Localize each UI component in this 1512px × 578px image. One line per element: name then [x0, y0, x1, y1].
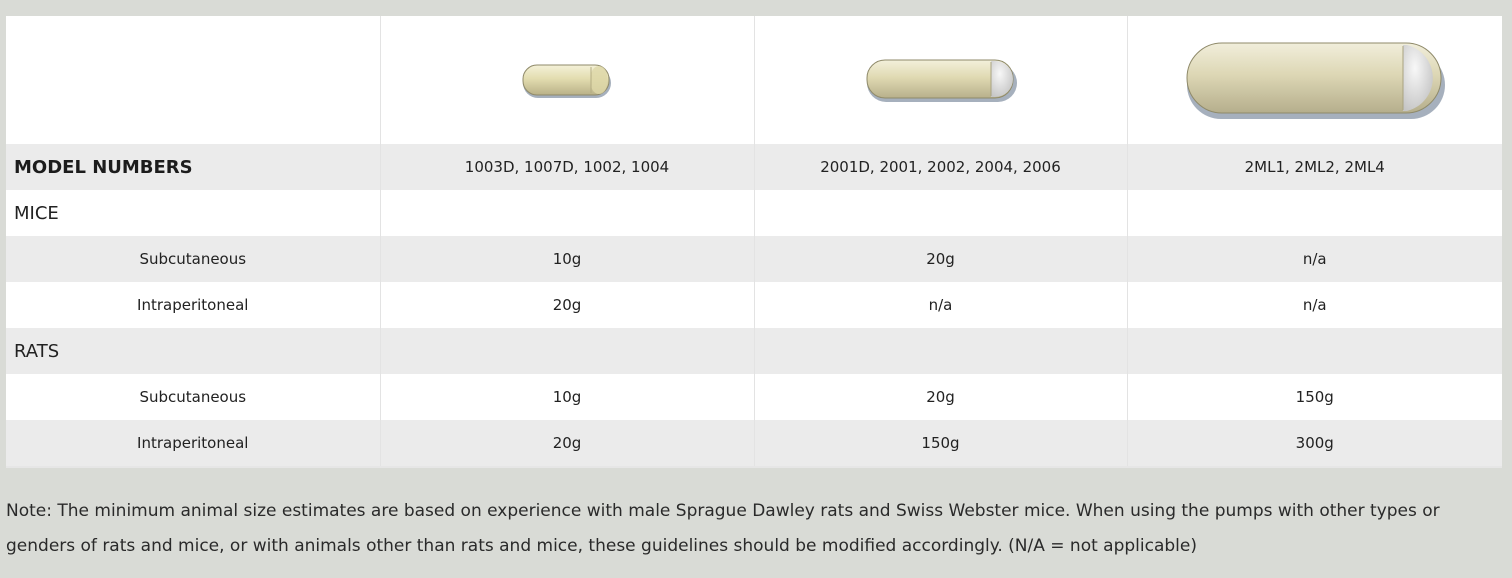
empty-cell	[753, 190, 1127, 236]
route-label: Subcutaneous	[6, 374, 380, 420]
pump-size-table: MODEL NUMBERS 1003D, 1007D, 1002, 1004 2…	[6, 16, 1502, 468]
model-numbers-row: MODEL NUMBERS 1003D, 1007D, 1002, 1004 2…	[6, 144, 1502, 190]
model-numbers-medium: 2001D, 2001, 2002, 2004, 2006	[753, 144, 1127, 190]
empty-cell	[753, 328, 1127, 374]
size-value: n/a	[753, 282, 1127, 328]
group-row-rats: RATS	[6, 328, 1502, 374]
model-numbers-label: MODEL NUMBERS	[6, 144, 380, 190]
size-value: n/a	[1126, 282, 1502, 328]
size-value: n/a	[1126, 236, 1502, 282]
route-label: Subcutaneous	[6, 236, 380, 282]
size-value: 150g	[1126, 374, 1502, 420]
route-label: Intraperitoneal	[6, 282, 380, 328]
pump-size-table-wrapper: MODEL NUMBERS 1003D, 1007D, 1002, 1004 2…	[6, 16, 1502, 468]
pump-image-row	[6, 16, 1502, 144]
model-numbers-large: 2ML1, 2ML2, 2ML4	[1126, 144, 1502, 190]
table-row: Subcutaneous 10g 20g 150g	[6, 374, 1502, 420]
table-row: Intraperitoneal 20g n/a n/a	[6, 282, 1502, 328]
size-value: 150g	[753, 420, 1127, 468]
pump-medium-image	[866, 59, 1017, 102]
model-numbers-small: 1003D, 1007D, 1002, 1004	[379, 144, 754, 190]
group-label-mice: MICE	[6, 190, 380, 236]
table-row: Subcutaneous 10g 20g n/a	[6, 236, 1502, 282]
footnote: Note: The minimum animal size estimates …	[6, 501, 1440, 556]
size-value: 20g	[753, 374, 1127, 420]
pump-small-image	[522, 64, 611, 98]
empty-cell	[379, 328, 754, 374]
route-label: Intraperitoneal	[6, 420, 380, 468]
size-value: 10g	[379, 236, 754, 282]
empty-cell	[379, 190, 754, 236]
size-value: 300g	[1126, 420, 1502, 468]
size-value: 10g	[379, 374, 754, 420]
group-label-rats: RATS	[6, 328, 380, 374]
size-value: 20g	[379, 282, 754, 328]
size-value: 20g	[753, 236, 1127, 282]
pump-large-cell	[1126, 16, 1502, 144]
table-row: Intraperitoneal 20g 150g 300g	[6, 420, 1502, 468]
group-row-mice: MICE	[6, 190, 1502, 236]
pump-large-image	[1186, 42, 1445, 119]
size-value: 20g	[379, 420, 754, 468]
pump-small-cell	[379, 16, 754, 144]
empty-cell	[1126, 328, 1502, 374]
empty-header-cell	[6, 16, 380, 144]
pump-medium-cell	[753, 16, 1127, 144]
empty-cell	[1126, 190, 1502, 236]
